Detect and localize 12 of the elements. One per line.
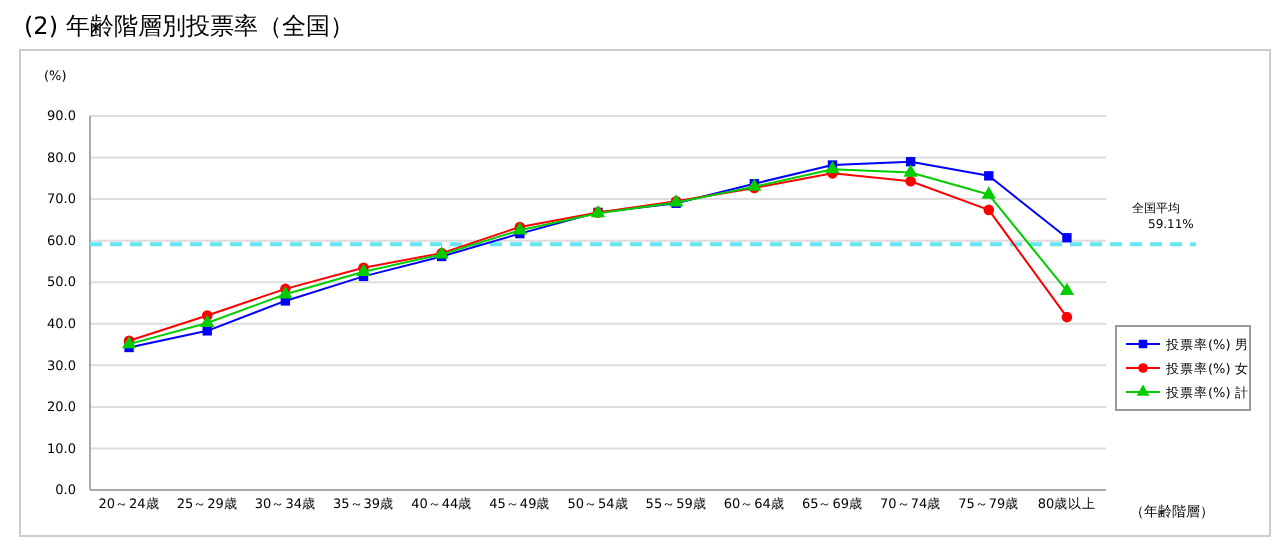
point [202, 326, 212, 336]
point [903, 164, 918, 177]
point [1059, 282, 1075, 296]
point [984, 171, 994, 181]
point [981, 186, 996, 199]
point [1062, 233, 1072, 243]
point [905, 175, 916, 187]
chart-title: (2) 年齢階層別投票率（全国） [24, 12, 354, 40]
point [983, 204, 995, 216]
point [1061, 311, 1073, 323]
point [200, 314, 215, 328]
point [905, 157, 916, 167]
